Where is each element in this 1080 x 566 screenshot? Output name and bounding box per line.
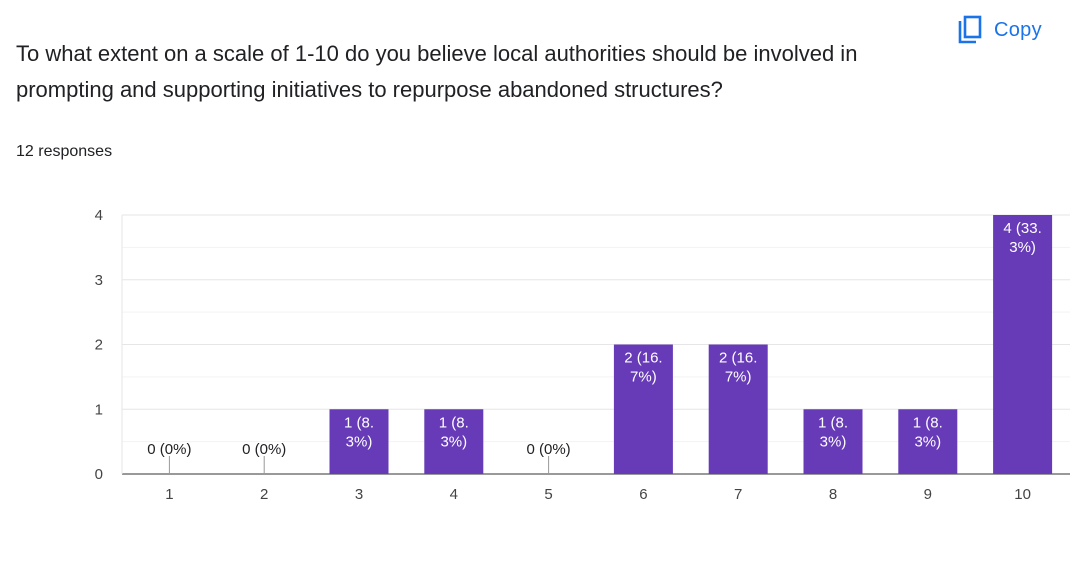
data-label: 2 (16. (719, 350, 757, 367)
y-tick-label: 3 (95, 272, 103, 289)
data-label: 7%) (630, 369, 657, 386)
data-label: 3%) (1009, 239, 1036, 256)
x-tick-label: 6 (639, 486, 647, 503)
x-tick-label: 2 (260, 486, 268, 503)
bar (708, 344, 768, 474)
bar (898, 409, 958, 474)
y-tick-label: 2 (95, 337, 103, 354)
x-tick-label: 9 (924, 486, 932, 503)
bar (993, 215, 1053, 474)
copy-icon (956, 15, 984, 45)
data-label: 3%) (820, 433, 847, 450)
x-tick-label: 3 (355, 486, 363, 503)
data-label: 1 (8. (913, 414, 943, 431)
bar (329, 409, 389, 474)
x-tick-label: 10 (1014, 486, 1031, 503)
data-label: 1 (8. (344, 414, 374, 431)
data-label: 3%) (914, 433, 941, 450)
data-label: 1 (8. (818, 414, 848, 431)
data-label: 7%) (725, 369, 752, 386)
y-tick-label: 0 (95, 466, 103, 483)
y-tick-label: 4 (95, 207, 103, 224)
data-label: 0 (0%) (527, 441, 571, 458)
data-label: 0 (0%) (242, 441, 286, 458)
copy-label: Copy (994, 18, 1042, 41)
x-tick-label: 8 (829, 486, 837, 503)
bar (424, 409, 484, 474)
x-tick-label: 5 (544, 486, 552, 503)
copy-button[interactable]: Copy (952, 10, 1050, 50)
data-label: 1 (8. (439, 414, 469, 431)
x-tick-label: 4 (450, 486, 458, 503)
bar (613, 344, 673, 474)
response-count: 12 responses (16, 143, 113, 160)
bar (803, 409, 863, 474)
y-tick-label: 1 (95, 401, 103, 418)
x-tick-label: 7 (734, 486, 742, 503)
data-label: 0 (0%) (147, 441, 191, 458)
x-tick-label: 1 (165, 486, 173, 503)
data-label: 2 (16. (624, 350, 662, 367)
data-label: 3%) (346, 433, 373, 450)
data-label: 3%) (440, 433, 467, 450)
data-label: 4 (33. (1003, 220, 1041, 237)
question-title: To what extent on a scale of 1-10 do you… (16, 41, 858, 102)
